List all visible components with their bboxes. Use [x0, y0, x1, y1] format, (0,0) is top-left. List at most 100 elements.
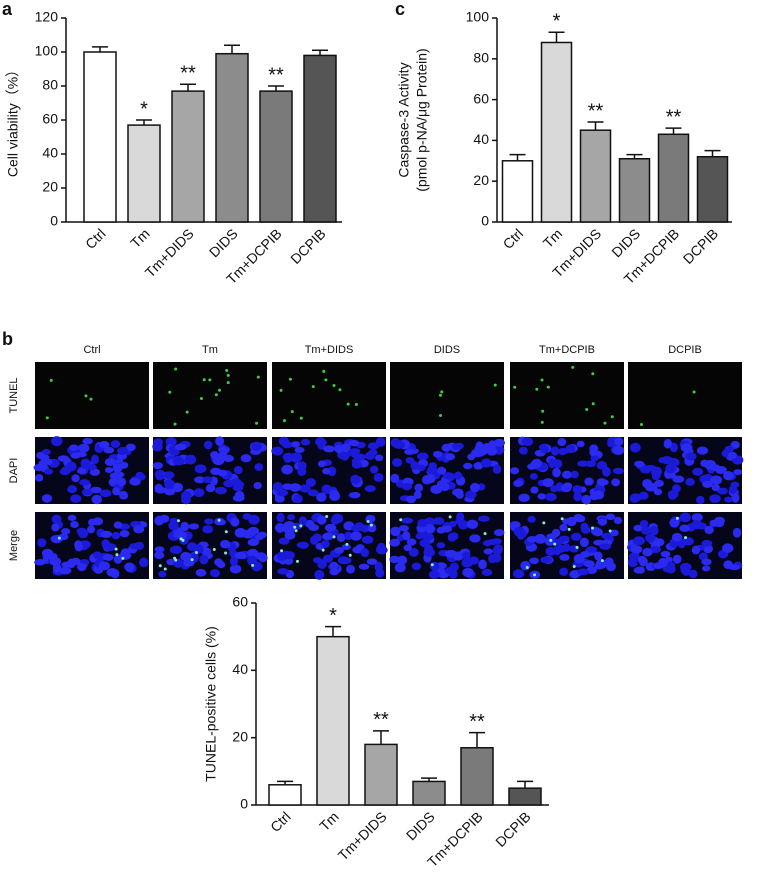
nucleus: [124, 562, 135, 573]
apoptotic-cell: [293, 525, 297, 529]
nucleus: [331, 513, 344, 524]
nucleus: [314, 569, 325, 580]
nucleus: [271, 446, 283, 456]
nucleus: [344, 531, 353, 541]
y-tick-label: 0: [50, 213, 58, 229]
nucleus: [642, 478, 653, 489]
apoptotic-cell: [610, 415, 614, 419]
nucleus: [529, 473, 538, 480]
nucleus: [294, 447, 305, 454]
nucleus: [312, 533, 322, 542]
nucleus: [34, 474, 44, 482]
nucleus: [463, 462, 473, 470]
error-bar: [277, 780, 293, 785]
nucleus: [411, 562, 422, 571]
nucleus: [98, 440, 110, 449]
nucleus: [253, 481, 262, 490]
apoptotic-cell: [541, 409, 545, 413]
nucleus: [602, 466, 611, 477]
apoptotic-cell: [224, 551, 228, 555]
nucleus: [669, 518, 680, 528]
nucleus: [396, 555, 408, 565]
micrograph: [509, 512, 624, 579]
nucleus: [350, 474, 361, 485]
nucleus: [702, 480, 713, 488]
nucleus: [258, 553, 268, 563]
nucleus: [456, 512, 465, 522]
nucleus: [334, 547, 344, 554]
nucleus: [293, 494, 303, 504]
error-bar: [509, 153, 526, 161]
nucleus: [440, 482, 450, 492]
micrograph: [152, 436, 268, 505]
nucleus: [447, 532, 457, 542]
nucleus: [194, 464, 207, 474]
micrograph: [33, 436, 149, 505]
nucleus: [188, 523, 200, 530]
bar: [171, 90, 205, 223]
nucleus: [651, 466, 663, 477]
nucleus: [430, 561, 440, 572]
nucleus: [404, 448, 416, 455]
x-tick-label: Tm: [127, 225, 153, 251]
nucleus: [230, 517, 240, 527]
nucleus: [88, 518, 97, 527]
apoptotic-cell: [225, 369, 229, 373]
micrograph-background: [510, 362, 624, 429]
nucleus: [290, 452, 303, 463]
nucleus: [322, 467, 331, 475]
nucleus: [361, 535, 374, 544]
nucleus: [599, 543, 612, 550]
apoptotic-cell: [684, 536, 688, 540]
nucleus: [579, 537, 589, 548]
nucleus: [584, 477, 594, 486]
apoptotic-cell: [163, 567, 167, 571]
nucleus: [605, 513, 616, 521]
x-tick-label: Ctrl: [500, 225, 527, 252]
nucleus: [289, 483, 302, 492]
nucleus: [180, 551, 192, 562]
apoptotic-cell: [288, 377, 292, 381]
nucleus: [436, 466, 447, 475]
apoptotic-cell: [49, 378, 53, 382]
nucleus: [428, 570, 440, 579]
apoptotic-cell: [513, 385, 517, 389]
nucleus: [329, 491, 341, 502]
nucleus: [317, 559, 327, 569]
nucleus: [493, 544, 504, 554]
nucleus: [346, 564, 355, 574]
nucleus: [492, 464, 502, 475]
x-tick-label: Ctrl: [82, 225, 109, 252]
bar: [127, 124, 161, 223]
error-bar: [325, 625, 341, 637]
nucleus: [119, 492, 129, 500]
nucleus: [436, 526, 446, 534]
nucleus: [610, 529, 619, 537]
nucleus: [691, 545, 701, 555]
y-tick-label: 80: [42, 77, 58, 93]
nucleus: [417, 519, 428, 528]
nucleus: [340, 451, 349, 461]
y-tick-label: 120: [35, 9, 59, 25]
nucleus: [86, 525, 96, 534]
bar: [412, 780, 446, 806]
nucleus: [653, 488, 663, 496]
nucleus: [572, 485, 583, 494]
nucleus: [476, 445, 488, 456]
nucleus: [180, 521, 190, 532]
nucleus: [469, 534, 481, 543]
nucleus: [274, 523, 286, 533]
nucleus: [597, 518, 608, 525]
nucleus: [729, 485, 738, 494]
nucleus: [390, 473, 400, 483]
nucleus: [701, 558, 712, 566]
apoptotic-cell: [194, 551, 198, 555]
y-tick-label: 0: [240, 796, 248, 812]
micrograph: [509, 436, 625, 505]
nucleus: [436, 542, 446, 549]
micrograph: [390, 437, 505, 504]
y-tick-label: 0: [481, 213, 489, 229]
nucleus: [493, 529, 505, 537]
apoptotic-cell: [224, 530, 228, 534]
nucleus: [215, 436, 225, 447]
